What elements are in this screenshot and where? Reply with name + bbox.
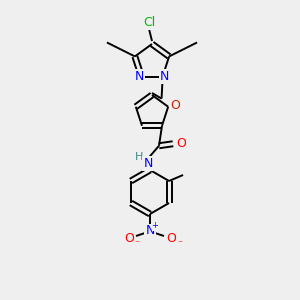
Text: ⁻: ⁻ (134, 239, 140, 249)
Text: N: N (143, 157, 153, 170)
Text: +: + (152, 221, 158, 230)
Text: H: H (135, 152, 143, 162)
Text: O: O (176, 137, 186, 150)
Text: Cl: Cl (143, 16, 155, 28)
Text: O: O (124, 232, 134, 244)
Text: ⁻: ⁻ (177, 239, 183, 249)
Text: N: N (160, 70, 169, 83)
Text: O: O (166, 232, 176, 244)
Text: N: N (145, 224, 155, 238)
Text: O: O (170, 99, 180, 112)
Text: N: N (135, 70, 144, 83)
